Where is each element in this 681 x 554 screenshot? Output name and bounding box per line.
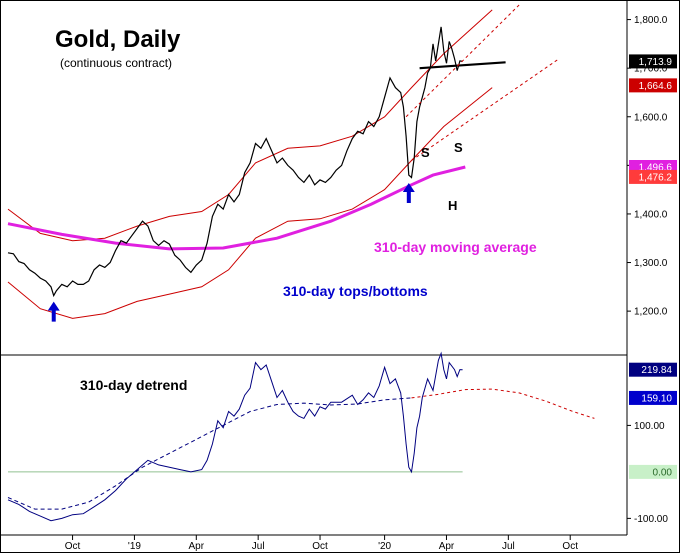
band-value-label: 1,664.6	[639, 81, 673, 92]
price-y-tick-label: 1,200.0	[634, 307, 668, 318]
x-tick-label: Apr	[189, 541, 205, 552]
lower-value-label-bg	[629, 169, 677, 184]
price-y-tick-label: 1,400.0	[634, 209, 668, 220]
ma-annotation: 310-day moving average	[374, 239, 537, 255]
price-value-label: 1,713.9	[639, 57, 673, 68]
price-y-tick-label: 1,300.0	[634, 258, 668, 269]
price-y-tick-label: 1,800.0	[634, 15, 668, 26]
cycle-value-label-bg	[629, 390, 677, 405]
price-y-tick-label: 1,700.0	[634, 64, 668, 75]
chart-title: Gold, Daily	[55, 26, 181, 53]
x-tick-label: Oct	[312, 541, 328, 552]
ma-310-line	[7, 165, 466, 251]
right-shoulder-label: S	[454, 140, 463, 155]
detrend-title: 310-day detrend	[80, 377, 187, 393]
bottom-arrow-icon	[47, 301, 60, 322]
band-value-label-bg	[629, 78, 677, 93]
tops-bottoms-annotation: 310-day tops/bottoms	[283, 283, 428, 299]
left-shoulder-label: S	[421, 145, 430, 160]
detrend-cycle-line	[7, 397, 412, 510]
head-label: H	[448, 198, 457, 213]
zero-value-label-bg	[629, 464, 677, 479]
gold-price-line	[7, 26, 463, 298]
neckline	[419, 61, 506, 70]
price-value-label-bg	[629, 54, 677, 69]
ma-value-label: 1,496.6	[639, 163, 673, 174]
lower-band-line	[7, 87, 493, 319]
x-tick-label: '20	[378, 541, 391, 552]
price-y-tick-label: 1,600.0	[634, 112, 668, 123]
x-tick-label: Jul	[252, 541, 265, 552]
cycle-value-label: 159.10	[641, 393, 672, 404]
x-tick-label: Jul	[502, 541, 515, 552]
bottom-arrow-icon	[402, 183, 415, 204]
chart-subtitle: (continuous contract)	[60, 56, 172, 70]
detrend-projection-line	[411, 388, 595, 419]
zero-value-label: 0.00	[653, 467, 673, 478]
upper-channel-line	[405, 4, 520, 118]
x-tick-label: Oct	[65, 541, 81, 552]
detrend-y-tick-label: -100.00	[634, 514, 668, 525]
x-tick-label: '19	[128, 541, 141, 552]
detrend-line	[7, 351, 463, 522]
lower-value-label: 1,476.2	[639, 172, 673, 183]
detrend-value-label-bg	[629, 362, 677, 377]
detrend-y-tick-label: 100.00	[634, 421, 665, 432]
x-tick-label: Apr	[439, 541, 455, 552]
detrend-value-label: 219.84	[641, 365, 672, 376]
x-tick-label: Oct	[562, 541, 578, 552]
